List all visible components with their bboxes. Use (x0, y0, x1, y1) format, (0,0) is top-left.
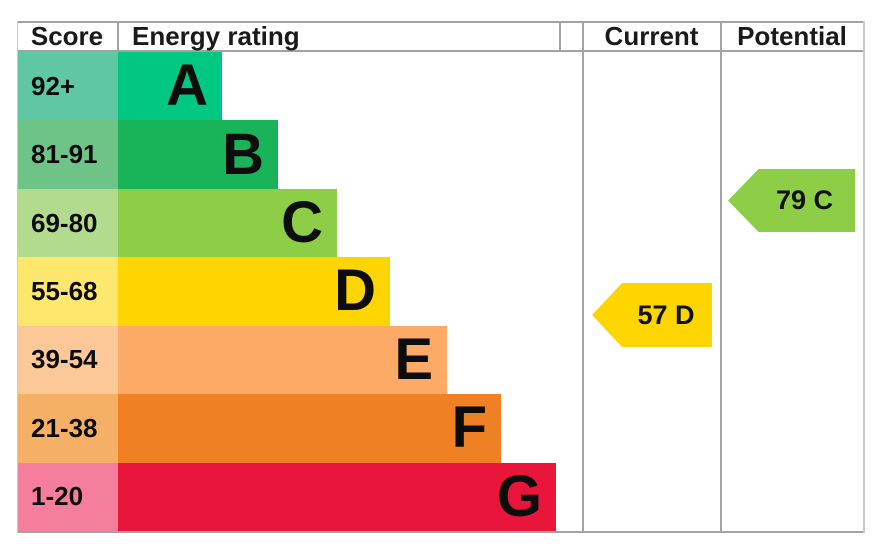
band-letter-f: F (451, 395, 487, 461)
band-letter-g: G (496, 463, 542, 529)
score-cell-d: 55-68 (18, 257, 118, 326)
band-bar-g: G (118, 462, 556, 531)
grid-line-current-left (582, 21, 584, 533)
header-energy-rating-label: Energy rating (132, 21, 300, 51)
grid-line-rating-right (559, 21, 561, 52)
potential-rating-label: 79 C (775, 185, 834, 215)
band-rows: 92+ A 81-91 B 69-80 C 55-68 (18, 52, 560, 531)
band-row-e: 39-54 E (18, 325, 560, 395)
score-cell-e: 39-54 (18, 325, 118, 395)
grid-line-bottom (17, 531, 864, 533)
score-range-label: 81-91 (31, 139, 98, 170)
grid-line-top (17, 21, 864, 23)
header-score-label: Score (30, 21, 104, 51)
score-cell-f: 21-38 (18, 394, 118, 463)
score-cell-g: 1-20 (18, 462, 118, 531)
band-letter-c: C (281, 190, 323, 256)
score-range-label: 92+ (31, 70, 76, 101)
score-range-label: 1-20 (31, 481, 84, 512)
band-bar-c: C (118, 188, 337, 258)
band-letter-b: B (222, 121, 264, 187)
band-bar-f: F (118, 394, 501, 463)
band-row-c: 69-80 C (18, 188, 560, 258)
grid-line-current-potential-divider (720, 21, 722, 533)
band-row-g: 1-20 G (18, 462, 560, 531)
header-current-label: Current (604, 21, 699, 51)
header-potential-label: Potential (737, 21, 847, 51)
current-rating-arrow: 57 D (592, 283, 712, 347)
band-row-a: 92+ A (18, 52, 560, 121)
band-bar-b: B (118, 120, 278, 189)
band-letter-a: A (166, 53, 208, 119)
band-bar-a: A (118, 52, 222, 121)
current-rating-label: 57 D (637, 299, 695, 330)
score-range-label: 39-54 (31, 344, 98, 375)
grid-line-score-divider (117, 21, 119, 52)
band-row-d: 55-68 D (18, 257, 560, 326)
grid-line-header-bottom (17, 50, 864, 52)
score-range-label: 69-80 (31, 207, 98, 238)
band-letter-d: D (334, 258, 376, 324)
band-row-f: 21-38 F (18, 394, 560, 463)
band-bar-e: E (118, 325, 447, 395)
band-letter-e: E (394, 326, 433, 392)
grid-line-left (17, 21, 18, 533)
score-cell-b: 81-91 (18, 120, 118, 189)
band-bar-d: D (118, 257, 390, 326)
score-range-label: 21-38 (31, 412, 98, 443)
score-range-label: 55-68 (31, 275, 98, 306)
potential-rating-arrow: 79 C (728, 169, 855, 232)
grid-line-right (863, 21, 865, 533)
score-cell-c: 69-80 (18, 188, 118, 258)
score-cell-a: 92+ (18, 52, 118, 121)
band-row-b: 81-91 B (18, 120, 560, 189)
